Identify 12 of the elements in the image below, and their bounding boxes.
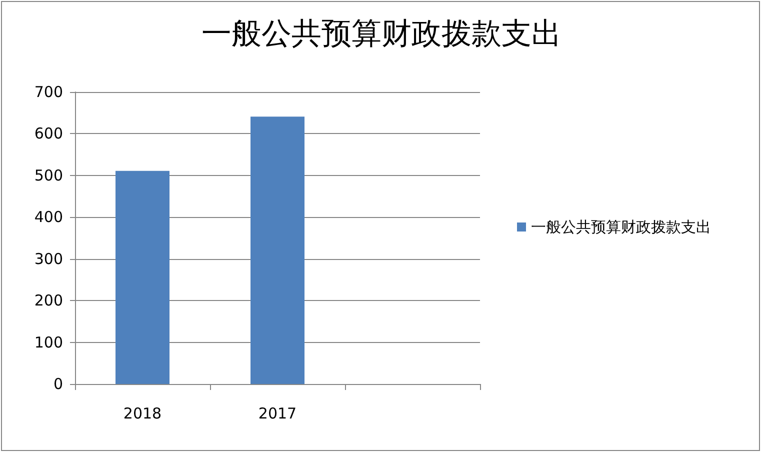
y-tick-label: 200 [34,292,63,310]
x-tick-label: 2017 [258,404,297,422]
y-tick-label: 400 [34,208,63,226]
y-tick-label: 600 [34,124,63,143]
y-tick-label: 700 [34,83,63,101]
x-tick-label: 2018 [123,404,162,422]
y-tick-label: 500 [34,166,63,184]
chart-title: 一般公共预算财政拨款支出 [202,16,562,52]
y-tick-label: 0 [53,375,63,393]
y-tick-label: 300 [34,250,63,268]
y-tick-label: 100 [34,333,63,352]
legend-label: 一般公共预算财政拨款支出 [531,218,711,236]
